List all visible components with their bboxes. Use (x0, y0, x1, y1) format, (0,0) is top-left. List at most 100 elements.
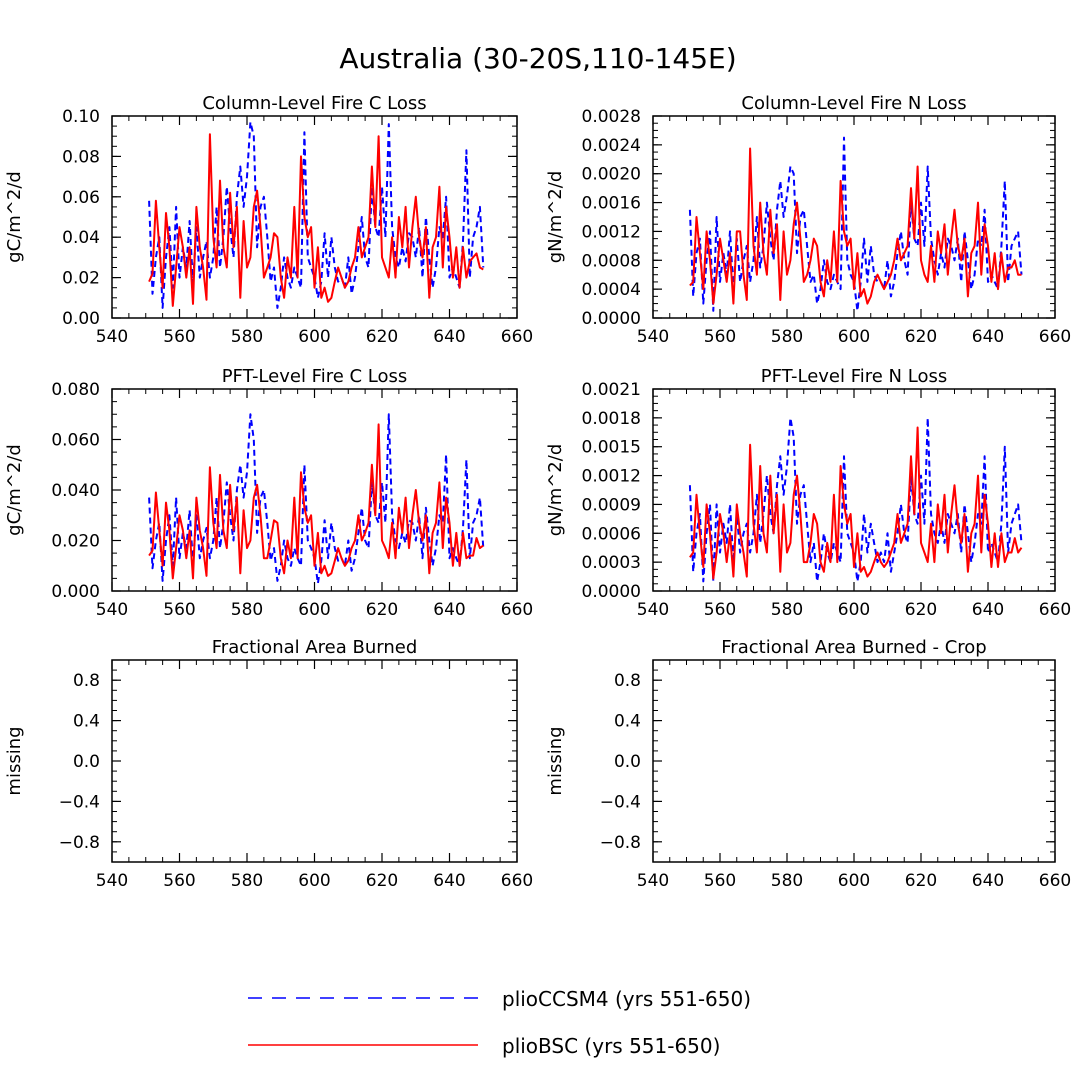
panel-fab-crop: 540 560 580 600 620 640 660 −0.8 −0.4 0.0 0.4 0.8 Fr… (545, 637, 1071, 891)
y-tick-label: 0.0020 (582, 165, 641, 185)
x-tick-label: 660 (1039, 327, 1071, 347)
x-tick-label: 540 (96, 871, 128, 891)
y-tick-label: 0.02 (62, 269, 100, 289)
x-tick-label: 600 (298, 600, 330, 620)
y-axis-label: gC/m^2/d (4, 171, 25, 263)
y-axis-label: gN/m^2/d (545, 171, 566, 264)
y-tick-label: 0.000 (51, 582, 100, 602)
x-tick-label: 580 (771, 871, 803, 891)
panel-pft-c: 540 560 580 600 620 640 660 0.000 0.020 0.040 0.06… (4, 366, 533, 620)
y-tick-label: 0.4 (614, 712, 641, 732)
y-tick-label: 0.8 (73, 671, 100, 691)
x-tick-label: 560 (704, 871, 736, 891)
y-tick-label: 0.0004 (582, 280, 641, 300)
y-tick-label: 0.0006 (582, 524, 641, 544)
y-tick-label: 0.020 (51, 532, 100, 552)
x-tick-label: 560 (163, 327, 195, 347)
y-tick-label: 0.00 (62, 309, 100, 329)
y-tick-label: 0.0 (73, 752, 100, 772)
x-tick-label: 660 (501, 600, 533, 620)
y-tick-label: 0.04 (62, 228, 100, 248)
y-tick-label: 0.0012 (582, 467, 641, 487)
x-tick-label: 660 (501, 327, 533, 347)
y-tick-label: 0.8 (614, 671, 641, 691)
y-tick-label: 0.06 (62, 188, 100, 208)
x-tick-label: 540 (637, 871, 669, 891)
y-tick-label: −0.8 (59, 833, 100, 853)
legend: plioCCSM4 (yrs 551-650) plioBSC (yrs 551… (248, 987, 751, 1058)
x-tick-label: 660 (501, 871, 533, 891)
y-tick-label: 0.0018 (582, 409, 641, 429)
y-tick-label: 0.0024 (582, 136, 641, 156)
series-plioCCSM4 (688, 416, 1023, 583)
y-tick-label: 0.0021 (582, 380, 641, 400)
x-tick-label: 620 (366, 871, 398, 891)
y-tick-label: 0.0000 (582, 309, 641, 329)
y-tick-label: 0.0003 (582, 553, 641, 573)
x-tick-label: 580 (231, 600, 263, 620)
y-axis-label: missing (545, 726, 566, 795)
x-tick-label: 540 (637, 600, 669, 620)
x-tick-label: 640 (433, 327, 465, 347)
y-tick-label: 0.0000 (582, 582, 641, 602)
x-tick-label: 600 (838, 871, 870, 891)
x-tick-label: 640 (972, 871, 1004, 891)
y-tick-label: 0.10 (62, 107, 100, 127)
x-tick-label: 560 (163, 871, 195, 891)
x-tick-label: 600 (298, 327, 330, 347)
y-tick-label: 0.040 (51, 481, 100, 501)
y-tick-label: 0.080 (51, 380, 100, 400)
panel-fab: 540 560 580 600 620 640 660 −0.8 −0.4 0.0 0.4 0.8 Fr… (4, 637, 533, 891)
y-tick-label: 0.08 (62, 147, 100, 167)
panel-title: Column-Level Fire N Loss (741, 93, 966, 114)
series-plioBSC (689, 147, 1022, 305)
panel-title: Column-Level Fire C Loss (202, 93, 426, 114)
x-tick-label: 620 (905, 600, 937, 620)
x-tick-label: 640 (433, 600, 465, 620)
y-tick-label: 0.0008 (582, 251, 641, 271)
y-tick-label: 0.0 (614, 752, 641, 772)
x-tick-label: 640 (433, 871, 465, 891)
x-tick-label: 640 (972, 327, 1004, 347)
panel-title: PFT-Level Fire C Loss (222, 366, 408, 387)
panel-col-c: 540 560 580 600 620 640 660 0.00 0.02 0.04 0.06 0.0… (4, 93, 533, 347)
y-tick-label: 0.0012 (582, 222, 641, 242)
y-tick-label: 0.0016 (582, 194, 641, 214)
y-axis-label: gN/m^2/d (545, 444, 566, 537)
panel-title: PFT-Level Fire N Loss (761, 366, 947, 387)
legend-label-pliobsc: plioBSC (yrs 551-650) (502, 1034, 720, 1058)
x-tick-label: 580 (231, 327, 263, 347)
y-tick-label: 0.0015 (582, 438, 641, 458)
y-tick-label: −0.8 (600, 833, 641, 853)
series-plioBSC (148, 423, 484, 580)
x-tick-label: 600 (298, 871, 330, 891)
x-tick-label: 600 (838, 600, 870, 620)
x-tick-label: 560 (704, 327, 736, 347)
panel-pft-n: 540 560 580 600 620 640 660 0.0000 0.0003 0.0006 0… (545, 366, 1071, 620)
x-tick-label: 600 (838, 327, 870, 347)
y-tick-label: −0.4 (600, 792, 641, 812)
x-tick-label: 580 (771, 327, 803, 347)
legend-label-pliocsm4: plioCCSM4 (yrs 551-650) (502, 987, 751, 1011)
x-tick-label: 580 (231, 871, 263, 891)
x-tick-label: 620 (905, 871, 937, 891)
x-tick-label: 540 (96, 327, 128, 347)
x-tick-label: 640 (972, 600, 1004, 620)
y-tick-label: 0.0009 (582, 495, 641, 515)
x-tick-label: 620 (366, 327, 398, 347)
panel-title: Fractional Area Burned - Crop (721, 637, 986, 658)
y-tick-label: −0.4 (59, 792, 100, 812)
series-plioCCSM4 (688, 136, 1023, 312)
figure-title: Australia (30-20S,110-145E) (339, 42, 736, 75)
series-plioCCSM4 (148, 121, 485, 309)
y-tick-label: 0.060 (51, 431, 100, 451)
x-tick-label: 560 (163, 600, 195, 620)
x-tick-label: 660 (1039, 871, 1071, 891)
y-axis-label: missing (4, 726, 25, 795)
y-tick-label: 0.4 (73, 712, 100, 732)
x-tick-label: 580 (771, 600, 803, 620)
panel-col-n: 540 560 580 600 620 640 660 0.0000 0.0004 0.0008 0… (545, 93, 1071, 347)
x-tick-label: 540 (96, 600, 128, 620)
